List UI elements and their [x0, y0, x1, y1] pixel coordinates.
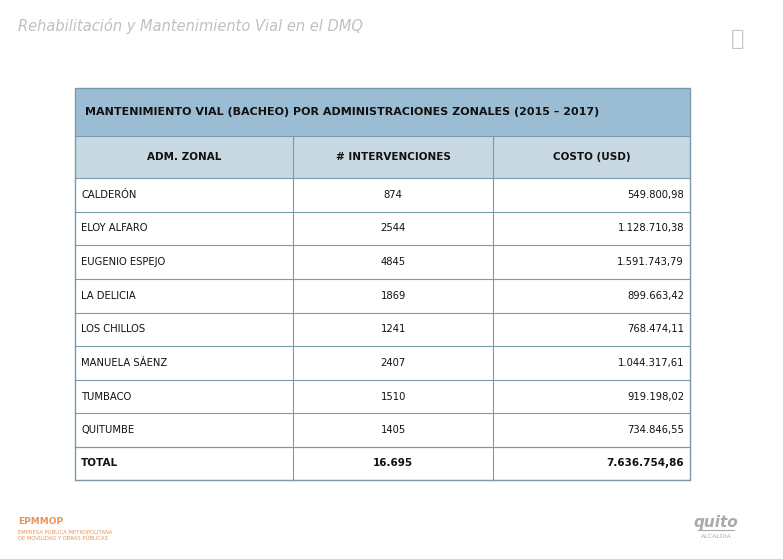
Text: 16.695: 16.695 [373, 458, 413, 468]
Text: ELOY ALFARO: ELOY ALFARO [81, 224, 147, 234]
Text: 1510: 1510 [381, 391, 406, 401]
Text: ALCALDÍA: ALCALDÍA [701, 534, 731, 539]
Text: 1.591.743,79: 1.591.743,79 [617, 257, 684, 267]
Bar [75, 88, 690, 480]
Bar [75, 136, 690, 178]
Text: CALDERÓN: CALDERÓN [81, 190, 136, 200]
Text: EUGENIO ESPEJO: EUGENIO ESPEJO [81, 257, 165, 267]
Text: LOS CHILLOS: LOS CHILLOS [81, 324, 145, 334]
Text: 1869: 1869 [381, 291, 406, 301]
Text: EMPRESA PÚBLICA METROPOLITANA: EMPRESA PÚBLICA METROPOLITANA [18, 529, 113, 534]
Text: 1405: 1405 [381, 425, 406, 435]
Text: 2407: 2407 [381, 358, 406, 368]
Text: 1.044.317,61: 1.044.317,61 [618, 358, 684, 368]
Text: LA DELICIA: LA DELICIA [81, 291, 135, 301]
Text: 1.128.710,38: 1.128.710,38 [618, 224, 684, 234]
Text: 734.846,55: 734.846,55 [627, 425, 684, 435]
Text: 768.474,11: 768.474,11 [627, 324, 684, 334]
Text: MANUELA SÁENZ: MANUELA SÁENZ [81, 358, 168, 368]
Text: DE MOVILIDAD Y OBRAS PÚBLICAS: DE MOVILIDAD Y OBRAS PÚBLICAS [18, 536, 108, 541]
Text: MANTENIMIENTO VIAL (BACHEO) POR ADMINISTRACIONES ZONALES (2015 – 2017): MANTENIMIENTO VIAL (BACHEO) POR ADMINIST… [85, 107, 599, 117]
Text: 1241: 1241 [381, 324, 406, 334]
Text: 899.663,42: 899.663,42 [627, 291, 684, 301]
Text: EPMMOP: EPMMOP [18, 517, 63, 525]
Text: 549.800,98: 549.800,98 [627, 190, 684, 200]
Text: QUITUMBE: QUITUMBE [81, 425, 134, 435]
Text: ADM. ZONAL: ADM. ZONAL [147, 152, 222, 162]
Text: TUMBACO: TUMBACO [81, 391, 132, 401]
Text: TOTAL: TOTAL [81, 458, 118, 468]
Text: 874: 874 [384, 190, 402, 200]
Bar [75, 88, 690, 480]
Text: 2544: 2544 [381, 224, 406, 234]
Text: # INTERVENCIONES: # INTERVENCIONES [336, 152, 451, 162]
Text: 7.636.754,86: 7.636.754,86 [606, 458, 684, 468]
Bar [75, 178, 690, 480]
Text: 919.198,02: 919.198,02 [627, 391, 684, 401]
Text: 4845: 4845 [381, 257, 406, 267]
Text: quito: quito [694, 515, 738, 530]
Text: COSTO (USD): COSTO (USD) [553, 152, 630, 162]
Text: 🚶: 🚶 [731, 29, 745, 49]
Text: Rehabilitación y Mantenimiento Vial en el DMQ: Rehabilitación y Mantenimiento Vial en e… [18, 18, 363, 34]
